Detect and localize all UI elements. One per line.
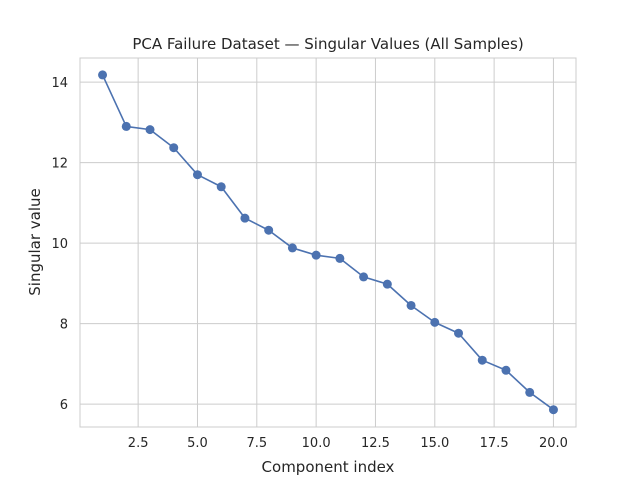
y-tick-label: 12 bbox=[51, 157, 68, 172]
data-point bbox=[406, 300, 416, 310]
x-axis-label: Component index bbox=[262, 458, 395, 476]
plot-frame bbox=[79, 57, 577, 428]
data-point bbox=[359, 272, 369, 282]
x-tick-label: 2.5 bbox=[128, 436, 149, 451]
data-point bbox=[169, 143, 179, 153]
data-point bbox=[216, 182, 226, 192]
x-tick-label: 15.0 bbox=[420, 436, 449, 451]
x-tick-label: 20.0 bbox=[539, 436, 568, 451]
x-tick-label: 10.0 bbox=[302, 436, 331, 451]
series-line bbox=[101, 74, 554, 411]
y-tick-label: 8 bbox=[60, 318, 68, 333]
x-axis-ticks: 2.5 5.0 7.5 10.0 12.5 15.0 17.5 20.0 bbox=[128, 436, 568, 451]
data-point bbox=[525, 387, 535, 397]
data-point bbox=[98, 70, 108, 80]
data-point bbox=[430, 317, 440, 327]
data-point bbox=[501, 365, 511, 375]
data-point bbox=[287, 243, 297, 253]
data-point bbox=[264, 225, 274, 235]
grid bbox=[80, 58, 576, 427]
data-point bbox=[311, 250, 321, 260]
data-point bbox=[548, 405, 558, 415]
y-tick-label: 10 bbox=[51, 237, 68, 252]
series-layer bbox=[98, 70, 558, 415]
data-point bbox=[121, 121, 131, 131]
x-tick-label: 12.5 bbox=[361, 436, 390, 451]
x-tick-label: 17.5 bbox=[480, 436, 509, 451]
data-point bbox=[335, 253, 345, 263]
y-axis-label: Singular value bbox=[26, 188, 44, 296]
chart-title: PCA Failure Dataset — Singular Values (A… bbox=[132, 35, 523, 53]
x-tick-label: 7.5 bbox=[246, 436, 267, 451]
data-point bbox=[477, 355, 487, 365]
data-point bbox=[240, 213, 250, 223]
data-point bbox=[145, 125, 155, 135]
x-tick-label: 5.0 bbox=[187, 436, 208, 451]
y-axis-ticks: 6 8 10 12 14 bbox=[51, 76, 68, 413]
data-point bbox=[192, 170, 202, 180]
data-point bbox=[382, 279, 392, 289]
data-point bbox=[454, 328, 464, 338]
y-tick-label: 14 bbox=[51, 76, 68, 91]
y-tick-label: 6 bbox=[60, 398, 68, 413]
